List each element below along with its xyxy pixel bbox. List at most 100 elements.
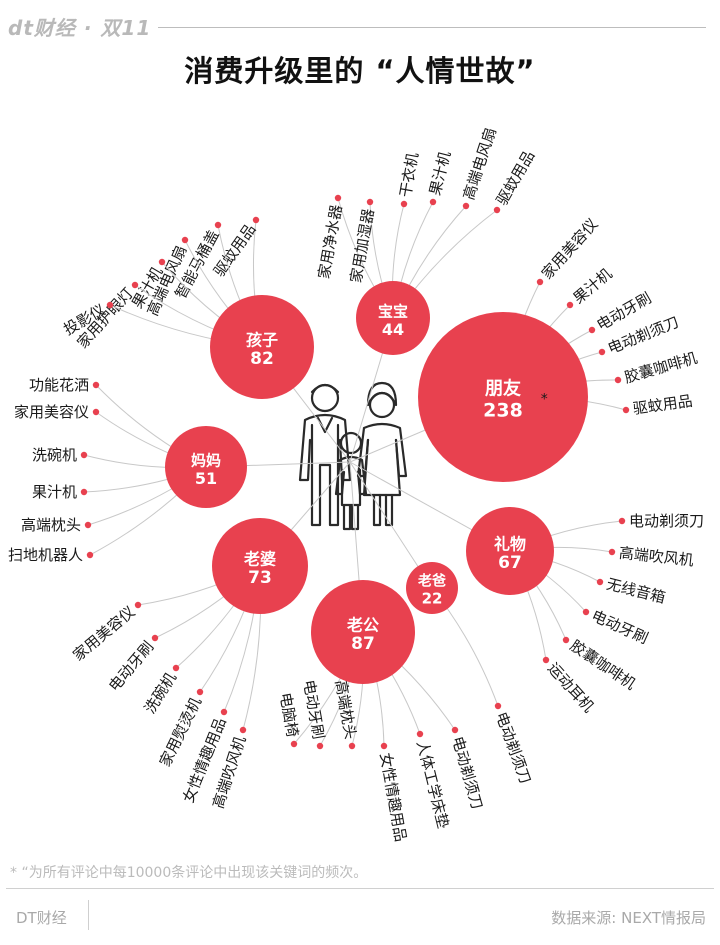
item-label-baby: 干衣机 bbox=[396, 151, 422, 198]
item-dot bbox=[172, 664, 180, 672]
bubble-name: 老爸 bbox=[418, 573, 446, 590]
item-dot bbox=[316, 742, 324, 750]
bubble-name: 老婆 bbox=[243, 549, 276, 568]
item-label-husband: 电动牙刷 bbox=[299, 678, 327, 740]
item-label-husband: 人体工学床垫 bbox=[413, 739, 452, 831]
item-label-mom: 扫地机器人 bbox=[8, 546, 83, 564]
item-dot bbox=[493, 206, 501, 214]
item-dot bbox=[80, 451, 88, 459]
item-dot bbox=[380, 742, 388, 750]
item-dot bbox=[618, 517, 626, 525]
item-dot bbox=[239, 726, 247, 734]
item-dot bbox=[86, 551, 94, 559]
page-title: 消费升级里的 “人情世故” bbox=[184, 54, 536, 88]
item-label-baby: 家用净水器 bbox=[315, 203, 346, 280]
item-dot bbox=[214, 221, 222, 229]
brand-logo: dt财经 · 双11 bbox=[8, 16, 152, 40]
bubble-value: 51 bbox=[195, 469, 217, 488]
item-dot bbox=[494, 702, 502, 710]
item-dot bbox=[536, 278, 544, 286]
top-bar: dt财经 · 双11 bbox=[0, 0, 720, 54]
bubble-name: 老公 bbox=[346, 615, 379, 634]
item-label-friend: 驱蚊用品 bbox=[632, 392, 694, 418]
item-label-mom: 高端枕头 bbox=[21, 516, 81, 534]
bubble-value: 44 bbox=[382, 320, 404, 339]
item-dot bbox=[622, 406, 630, 414]
header-divider bbox=[158, 27, 706, 28]
item-dot bbox=[462, 202, 470, 210]
item-dot bbox=[588, 326, 596, 334]
item-dot bbox=[614, 376, 622, 384]
item-label-gift: 运动耳机 bbox=[544, 659, 598, 716]
item-label-kid: 驱蚊用品 bbox=[210, 221, 259, 280]
item-label-friend: 胶囊咖啡机 bbox=[622, 349, 699, 387]
bubble-name: 妈妈 bbox=[191, 451, 221, 469]
item-dot bbox=[92, 381, 100, 389]
footer-brand: DT财经 bbox=[16, 909, 67, 927]
item-dot bbox=[566, 301, 574, 309]
item-label-husband: 电脑椅 bbox=[276, 691, 302, 738]
bubble-value: 67 bbox=[498, 553, 522, 573]
item-label-husband: 女性情趣用品 bbox=[376, 751, 409, 843]
bubble-baby bbox=[356, 281, 430, 355]
item-dot bbox=[84, 521, 92, 529]
item-label-baby: 果汁机 bbox=[426, 149, 454, 197]
item-dot bbox=[400, 200, 408, 208]
item-label-baby: 驱蚊用品 bbox=[493, 147, 539, 208]
bubble-husband bbox=[311, 580, 415, 684]
item-dot bbox=[334, 194, 342, 202]
item-dot bbox=[416, 730, 424, 738]
bubble-value: 82 bbox=[250, 349, 274, 369]
item-label-gift: 高端吹风机 bbox=[618, 544, 694, 570]
item-label-friend: 家用美容仪 bbox=[538, 215, 602, 283]
item-dot bbox=[366, 198, 374, 206]
item-dot bbox=[608, 548, 616, 556]
item-label-wife: 洗碗机 bbox=[141, 669, 180, 717]
item-dot bbox=[598, 348, 606, 356]
item-dot bbox=[252, 216, 260, 224]
item-label-baby: 高端电风扇 bbox=[460, 125, 500, 202]
item-dot bbox=[596, 578, 604, 586]
item-label-friend: 果汁机 bbox=[570, 265, 616, 308]
item-dot bbox=[134, 601, 142, 609]
bubble-value: 73 bbox=[248, 568, 272, 588]
bubble-friend bbox=[418, 312, 588, 482]
item-label-baby: 家用加湿器 bbox=[347, 207, 378, 284]
item-dot bbox=[220, 708, 228, 716]
item-label-gift: 电动剃须刀 bbox=[629, 512, 704, 530]
item-dot bbox=[92, 408, 100, 416]
bubble-name: 宝宝 bbox=[378, 302, 408, 320]
item-dot bbox=[181, 236, 189, 244]
item-label-mom: 果汁机 bbox=[32, 483, 77, 501]
item-dot bbox=[562, 636, 570, 644]
item-label-wife: 电动牙刷 bbox=[105, 638, 157, 696]
footer-divider bbox=[6, 888, 714, 889]
item-dot bbox=[429, 198, 437, 206]
bubble-gift bbox=[466, 507, 554, 595]
item-label-mom: 家用美容仪 bbox=[14, 403, 89, 421]
item-dot bbox=[106, 301, 114, 309]
footer-separator bbox=[88, 900, 89, 930]
bubble-dad bbox=[406, 562, 458, 614]
item-dot bbox=[290, 740, 298, 748]
item-dot bbox=[80, 488, 88, 496]
footnote: * “为所有评论中每10000条评论中出现该关键词的频次。 bbox=[10, 865, 368, 881]
item-dot bbox=[196, 688, 204, 696]
item-dot bbox=[151, 634, 159, 642]
bubble-value: 87 bbox=[351, 634, 375, 654]
bubble-mom bbox=[165, 426, 247, 508]
item-dot bbox=[582, 608, 590, 616]
bubble-wife bbox=[212, 518, 308, 614]
item-label-husband: 高端枕头 bbox=[331, 678, 359, 740]
family-icon bbox=[298, 381, 408, 531]
bubble-name: 礼物 bbox=[494, 534, 526, 553]
item-label-mom: 洗碗机 bbox=[32, 446, 77, 464]
bubble-value: 238 bbox=[483, 400, 523, 422]
item-label-gift: 电动牙刷 bbox=[589, 607, 651, 648]
